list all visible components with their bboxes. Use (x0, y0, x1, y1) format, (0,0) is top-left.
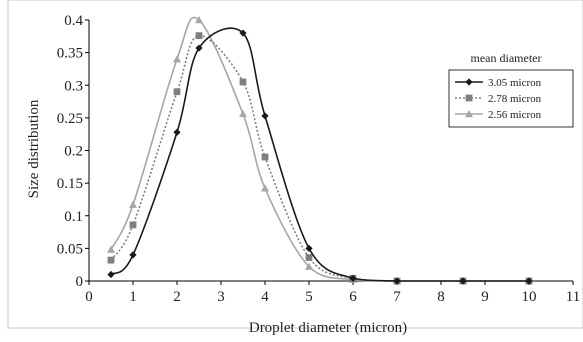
x-tick-label: 5 (305, 289, 313, 305)
x-tick-label: 1 (129, 289, 137, 305)
legend-swatch-marker (465, 78, 473, 86)
legend-swatch-marker (465, 110, 473, 118)
data-point-triangle (129, 200, 137, 208)
chart-border (7, 0, 583, 329)
data-point-diamond (305, 244, 313, 252)
data-point-diamond (173, 128, 181, 136)
data-point-diamond (349, 274, 357, 282)
legend-swatch-marker (465, 94, 473, 102)
data-point-triangle (173, 55, 181, 63)
y-tick-label: 0.05 (57, 241, 83, 257)
x-tick-label: 9 (481, 289, 489, 305)
x-tick-label: 3 (217, 289, 225, 305)
data-point-square (305, 254, 313, 261)
y-tick-label: 0.25 (57, 111, 83, 127)
data-point-triangle (195, 16, 203, 24)
x-tick-label: 6 (349, 289, 357, 305)
legend-label: 2.78 micron (488, 93, 542, 105)
x-tick-label: 0 (85, 289, 93, 305)
y-tick-label: 0.4 (64, 13, 83, 29)
legend-item: 2.78 micron (455, 93, 542, 105)
y-tick-label: 0.1 (64, 209, 83, 225)
x-tick-label: 11 (566, 289, 580, 305)
legend-label: 2.56 micron (488, 109, 542, 121)
y-tick-label: 0 (76, 274, 84, 290)
x-tick-label: 10 (522, 289, 537, 305)
data-point-diamond (239, 29, 247, 37)
legend-items: 3.05 micron 2.78 micron 2.56 micron (455, 77, 542, 121)
x-tick-label: 7 (393, 289, 401, 305)
data-point-square (129, 221, 137, 229)
data-point-square (261, 153, 269, 161)
data-point-triangle (305, 262, 313, 270)
x-tick-label: 8 (437, 289, 445, 305)
x-axis-title: Droplet diameter (micron) (249, 320, 407, 336)
data-point-square (107, 256, 115, 264)
data-point-diamond (525, 277, 533, 285)
y-tick-label: 0.35 (57, 46, 83, 62)
x-tick-label: 4 (261, 289, 269, 305)
y-tick-label: 0.3 (64, 78, 83, 94)
series-diamond (107, 27, 533, 285)
data-point-triangle (261, 184, 269, 192)
axes: 0 1 2 3 4 5 6 7 8 9 10 11 0 0.05 0.1 0.15 0.2 0.25 0.3 0.35… (57, 13, 580, 305)
data-point-square (173, 88, 181, 96)
y-tick-label: 0.2 (64, 144, 83, 160)
legend-title: mean diameter (471, 51, 542, 65)
data-point-diamond (261, 112, 269, 120)
y-axis-title: Size distribution (26, 99, 42, 198)
data-point-diamond (393, 277, 401, 285)
data-point-diamond (459, 277, 467, 285)
data-point-square (195, 32, 203, 40)
series-layer (107, 16, 533, 285)
legend-label: 3.05 micron (488, 77, 542, 89)
data-point-diamond (107, 270, 115, 279)
data-point-square (239, 78, 247, 86)
data-point-diamond (129, 251, 137, 259)
x-tick-label: 2 (173, 289, 181, 305)
legend-item: 2.56 micron (455, 109, 542, 121)
legend: mean diameter 3.05 micron 2.78 micron 2.56… (448, 51, 574, 128)
data-point-triangle (107, 245, 115, 253)
legend-item: 3.05 micron (455, 77, 542, 89)
data-point-diamond (195, 44, 203, 52)
y-tick-label: 0.15 (57, 176, 83, 192)
data-point-triangle (239, 109, 247, 118)
